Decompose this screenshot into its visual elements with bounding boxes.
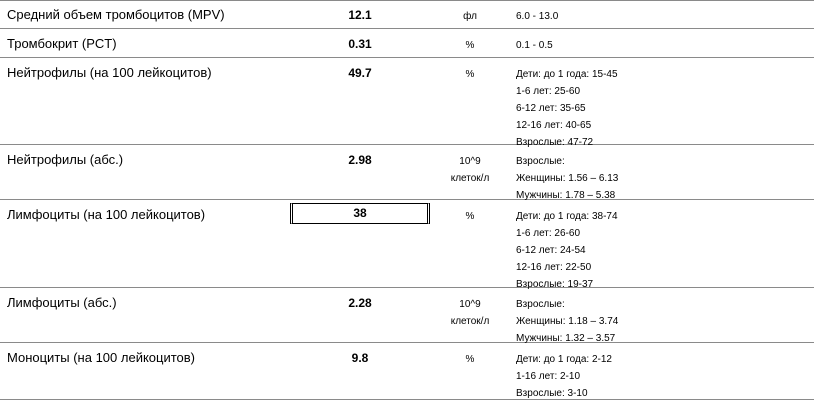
reference-range: Дети: до 1 года: 38-74 1-6 лет: 26-60 6-12…	[516, 208, 618, 293]
reference-line: Взрослые:	[516, 299, 565, 310]
test-unit: %	[430, 208, 510, 225]
test-value: 2.98	[348, 153, 372, 167]
reference-line: Женщины: 1.56 – 6.13	[516, 173, 619, 184]
test-value: 2.28	[348, 296, 372, 310]
test-unit: 10^9 клеток/л	[430, 296, 510, 330]
table-row: Моноциты (на 100 лейкоцитов) 9.8% Дети: до…	[0, 343, 814, 400]
test-unit: %	[430, 37, 510, 54]
test-name: Лимфоциты (на 100 лейкоцитов)	[7, 207, 206, 222]
reference-line: 6.0 - 13.0	[516, 11, 559, 22]
test-unit: 10^9 клеток/л	[430, 153, 510, 187]
test-name: Средний объем тромбоцитов (MPV)	[7, 7, 225, 22]
reference-range: 0.1 - 0.5	[516, 37, 553, 54]
reference-line: Дети: до 1 года: 38-74	[516, 211, 618, 222]
unit-line: %	[465, 69, 475, 80]
table-top-border	[0, 0, 814, 1]
table-row: Лимфоциты (абс.) 2.28 10^9 клеток/л Взрослые…	[0, 288, 814, 344]
test-name: Нейтрофилы (на 100 лейкоцитов)	[7, 65, 212, 80]
unit-line: клеток/л	[450, 173, 490, 184]
reference-line: 1-6 лет: 26-60	[516, 228, 581, 239]
table-row: Нейтрофилы (абс.) 2.98 10^9 клеток/л Взрослы…	[0, 145, 814, 201]
reference-line: 6-12 лет: 24-54	[516, 245, 586, 256]
reference-range: Взрослые: Женщины: 1.56 – 6.13 Мужчины: 1.…	[516, 153, 618, 204]
reference-line: Взрослые: 3-10	[516, 388, 588, 399]
reference-line: Дети: до 1 года: 2-12	[516, 354, 612, 365]
reference-line: Взрослые: 19-37	[516, 279, 594, 290]
test-name: Нейтрофилы (абс.)	[7, 152, 124, 167]
unit-line: 10^9	[459, 156, 481, 167]
test-value: 12.1	[348, 8, 372, 22]
test-unit: %	[430, 66, 510, 83]
test-value: 9.8	[351, 351, 369, 365]
unit-line: 10^9	[459, 299, 481, 310]
reference-line: Дети: до 1 года: 15-45	[516, 69, 618, 80]
reference-line: Взрослые:	[516, 156, 565, 167]
table-row: Лимфоциты (на 100 лейкоцитов) 38% Дети: до…	[0, 200, 814, 290]
test-value: 0.31	[348, 37, 372, 51]
reference-line: 12-16 лет: 40-65	[516, 120, 592, 131]
reference-range: Взрослые: Женщины: 1.18 – 3.74 Мужчины: 1.…	[516, 296, 618, 347]
unit-line: клеток/л	[450, 316, 490, 327]
reference-line: 6-12 лет: 35-65	[516, 103, 586, 114]
table-row: Тромбокрит (PCT) 0.31% 0.1 - 0.5	[0, 29, 814, 58]
test-value: 49.7	[348, 66, 372, 80]
reference-line: Взрослые: 47-72	[516, 137, 594, 148]
reference-range: 6.0 - 13.0	[516, 8, 558, 25]
reference-line: 1-16 лет: 2-10	[516, 371, 581, 382]
reference-range: Дети: до 1 года: 15-45 1-6 лет: 25-60 6-12…	[516, 66, 618, 151]
reference-line: 0.1 - 0.5	[516, 40, 553, 51]
table-row: Средний объем тромбоцитов (MPV) 12.1 фл 6.0…	[0, 0, 814, 29]
reference-line: 12-16 лет: 22-50	[516, 262, 592, 273]
test-unit: %	[430, 351, 510, 368]
reference-line: 1-6 лет: 25-60	[516, 86, 581, 97]
unit-line: %	[465, 354, 475, 365]
test-name: Лимфоциты (абс.)	[7, 295, 117, 310]
reference-line: Женщины: 1.18 – 3.74	[516, 316, 619, 327]
unit-line: %	[465, 40, 475, 51]
test-name: Моноциты (на 100 лейкоцитов)	[7, 350, 196, 365]
unit-line: фл	[463, 11, 477, 22]
test-value: 38	[290, 203, 430, 224]
reference-line: Мужчины: 1.78 – 5.38	[516, 190, 616, 201]
test-unit: фл	[430, 8, 510, 25]
table-row: Нейтрофилы (на 100 лейкоцитов) 49.7% Дети:…	[0, 58, 814, 148]
reference-line: Мужчины: 1.32 – 3.57	[516, 333, 616, 344]
reference-range: Дети: до 1 года: 2-12 1-16 лет: 2-10 Взрос…	[516, 351, 612, 400]
unit-line: %	[465, 211, 475, 222]
test-name: Тромбокрит (PCT)	[7, 36, 117, 51]
